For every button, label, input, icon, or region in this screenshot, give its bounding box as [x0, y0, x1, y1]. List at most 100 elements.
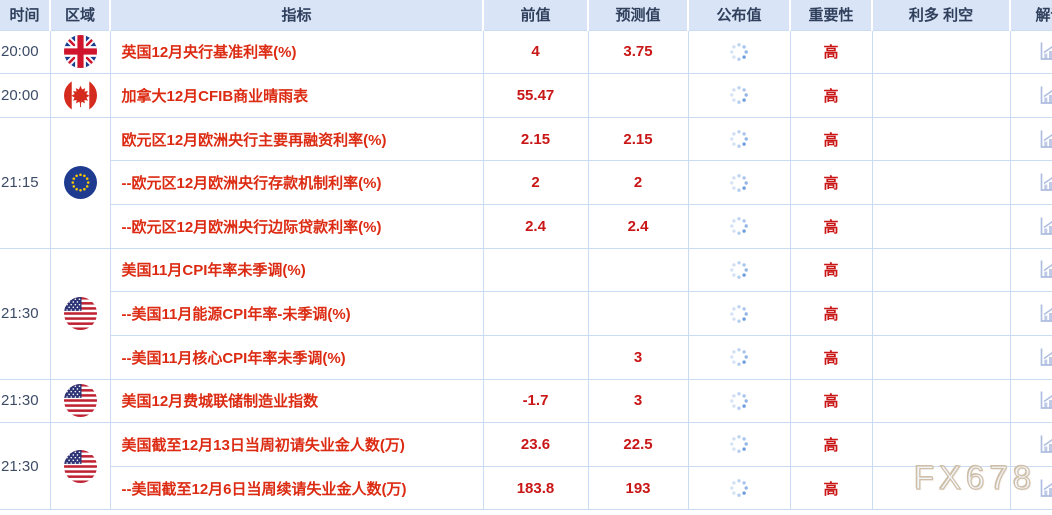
forecast-cell — [587, 247, 689, 293]
indicator-link[interactable]: 美国截至12月13日当周初请失业金人数(万) — [121, 436, 405, 454]
interpretation-cell — [1009, 247, 1052, 293]
calendar-row: 20:00 加拿大12月CFIB商业晴雨表 55.47 高 — [0, 73, 1052, 118]
chart-icon[interactable] — [1038, 41, 1052, 62]
interpretation-cell — [1009, 378, 1052, 424]
previous-cell: 55.47 — [482, 73, 589, 118]
loading-spinner-icon — [728, 390, 750, 412]
time-cell: 20:00 — [0, 29, 51, 75]
forecast-cell: 193 — [587, 465, 689, 511]
indicator-link[interactable]: --美国11月核心CPI年率未季调(%) — [121, 349, 346, 367]
region-cell — [49, 73, 111, 118]
bullish-bearish-cell — [871, 465, 1011, 511]
published-cell — [687, 116, 791, 162]
calendar-row: --美国11月能源CPI年率-未季调(%) 高 — [0, 291, 1052, 336]
calendar-row: 21:15 欧元区12月欧洲央行主要再融资利率(%) 2.15 2.15 高 — [0, 116, 1052, 249]
time-cell: 20:00 — [0, 73, 51, 118]
chart-icon[interactable] — [1038, 172, 1052, 193]
indicator-link[interactable]: --美国11月能源CPI年率-未季调(%) — [121, 306, 351, 324]
indicator-cell: 欧元区12月欧洲央行主要再融资利率(%) — [109, 116, 484, 162]
previous-cell: -1.7 — [482, 378, 589, 424]
col-header-indicator: 指标 — [110, 0, 484, 31]
chart-icon[interactable] — [1038, 259, 1052, 280]
chart-icon[interactable] — [1038, 216, 1052, 237]
loading-spinner-icon — [728, 433, 750, 455]
loading-spinner-icon — [728, 303, 750, 325]
indicator-link[interactable]: 美国11月CPI年率未季调(%) — [121, 262, 306, 280]
previous-cell: 4 — [482, 29, 589, 75]
published-cell — [687, 247, 791, 293]
calendar-row: 20:00 英国12月央行基准利率(%) 4 3.75 高 — [0, 29, 1052, 75]
col-header-region: 区域 — [50, 0, 111, 31]
importance-badge: 高 — [789, 160, 873, 205]
chart-icon[interactable] — [1038, 303, 1052, 324]
indicator-cell: 英国12月央行基准利率(%) — [109, 29, 484, 75]
importance-badge: 高 — [789, 116, 873, 162]
importance-badge: 高 — [789, 378, 873, 424]
indicator-link[interactable]: --美国截至12月6日当周续请失业金人数(万) — [121, 480, 407, 498]
chart-icon[interactable] — [1038, 347, 1052, 368]
indicator-cell: 美国11月CPI年率未季调(%) — [109, 247, 484, 293]
us-flag-icon — [63, 449, 97, 483]
bullish-bearish-cell — [871, 204, 1011, 249]
bullish-bearish-cell — [871, 73, 1011, 118]
interpretation-cell — [1009, 29, 1052, 75]
loading-spinner-icon — [728, 128, 750, 150]
region-cell — [49, 29, 111, 75]
published-cell — [687, 465, 791, 511]
previous-cell — [482, 291, 589, 336]
importance-badge: 高 — [789, 29, 873, 75]
forecast-cell: 3 — [587, 378, 689, 424]
importance-badge: 高 — [789, 247, 873, 293]
chart-icon[interactable] — [1038, 434, 1052, 455]
published-cell — [687, 73, 791, 118]
previous-cell: 23.6 — [482, 422, 589, 467]
indicator-link[interactable]: --欧元区12月欧洲央行边际贷款利率(%) — [121, 218, 382, 236]
previous-cell — [482, 247, 589, 293]
indicator-cell: --美国11月能源CPI年率-未季调(%) — [110, 291, 484, 336]
bullish-bearish-cell — [871, 378, 1011, 424]
indicator-link[interactable]: 欧元区12月欧洲央行主要再融资利率(%) — [121, 131, 387, 149]
published-cell — [687, 291, 791, 336]
loading-spinner-icon — [728, 346, 750, 368]
chart-icon[interactable] — [1038, 478, 1052, 499]
region-cell — [49, 247, 111, 380]
time-cell: 21:30 — [0, 378, 51, 424]
published-cell — [687, 204, 791, 249]
indicator-link[interactable]: --欧元区12月欧洲央行存款机制利率(%) — [121, 175, 382, 193]
time-cell: 21:30 — [0, 422, 51, 511]
calendar-row: --欧元区12月欧洲央行边际贷款利率(%) 2.4 2.4 高 — [0, 204, 1052, 249]
interpretation-cell — [1009, 291, 1052, 336]
calendar-row: --美国11月核心CPI年率未季调(%) 3 高 — [0, 334, 1052, 380]
chart-icon[interactable] — [1038, 390, 1052, 411]
loading-spinner-icon — [728, 215, 750, 237]
eu-flag-icon — [63, 166, 97, 200]
bullish-bearish-cell — [871, 29, 1011, 75]
loading-spinner-icon — [728, 84, 750, 106]
col-header-time: 时间 — [0, 0, 51, 31]
forecast-cell: 22.5 — [587, 422, 689, 467]
col-header-interpretation: 解读 — [1010, 0, 1052, 31]
region-cell — [49, 422, 111, 511]
previous-cell: 2.4 — [482, 204, 589, 249]
previous-cell: 2 — [482, 160, 589, 205]
indicator-link[interactable]: 英国12月央行基准利率(%) — [121, 44, 297, 62]
indicator-link[interactable]: 加拿大12月CFIB商业晴雨表 — [121, 87, 309, 105]
loading-spinner-icon — [728, 172, 750, 194]
forecast-cell — [587, 73, 689, 118]
indicator-link[interactable]: 美国12月费城联储制造业指数 — [121, 393, 319, 411]
indicator-cell: --美国11月核心CPI年率未季调(%) — [110, 334, 484, 380]
chart-icon[interactable] — [1038, 129, 1052, 150]
calendar-row: --美国截至12月6日当周续请失业金人数(万) 183.8 193 高 — [0, 465, 1052, 511]
bullish-bearish-cell — [871, 247, 1011, 293]
importance-badge: 高 — [789, 291, 873, 336]
col-header-forecast: 预测值 — [588, 0, 689, 31]
calendar-row: 21:30 美国12月费城联储制造业指数 -1.7 3 高 — [0, 378, 1052, 424]
bullish-bearish-cell — [871, 334, 1011, 380]
calendar-row: --欧元区12月欧洲央行存款机制利率(%) 2 2 高 — [0, 160, 1052, 205]
col-header-importance: 重要性 — [790, 0, 873, 31]
chart-icon[interactable] — [1038, 85, 1052, 106]
published-cell — [687, 378, 791, 424]
published-cell — [687, 29, 791, 75]
